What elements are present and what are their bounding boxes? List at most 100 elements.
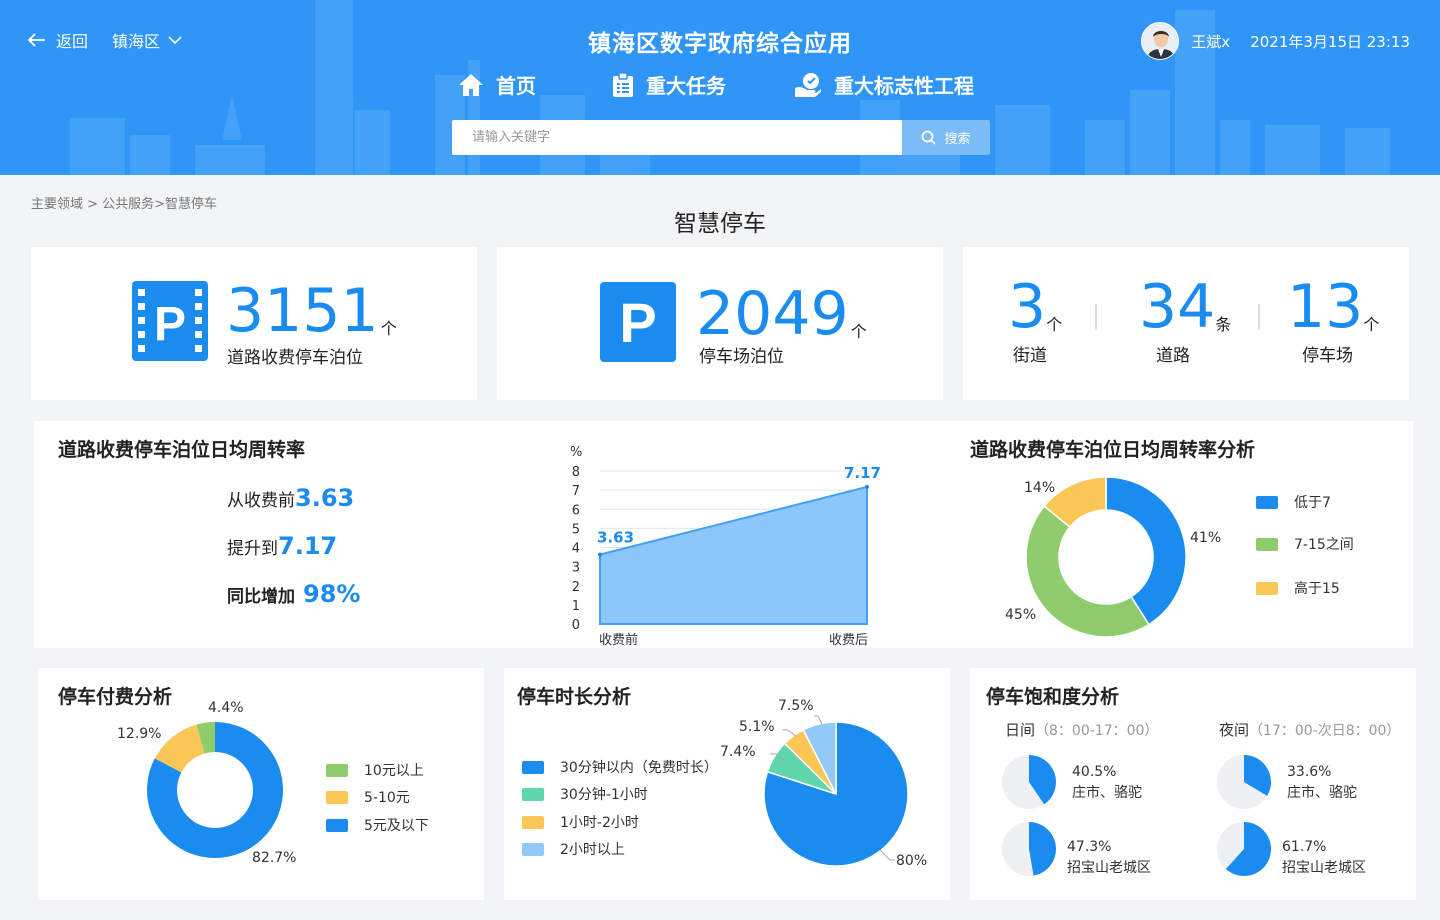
road-berths-value: 3151 <box>226 276 379 346</box>
leader-line <box>879 849 895 861</box>
nav-item-major-tasks[interactable]: 重大任务 <box>612 70 726 99</box>
pie-slice-under30min[interactable] <box>763 721 909 867</box>
district-label: 镇海区 <box>112 32 161 51</box>
legend-label: 30分钟-1小时 <box>560 787 648 803</box>
legend-swatch <box>1256 537 1278 551</box>
saturation-slice-empty[interactable] <box>1002 822 1034 876</box>
saturation-pie-day-1 <box>1002 755 1056 809</box>
x-label-after: 收费后 <box>829 633 868 648</box>
sat-place-day-1: 庄市、骆驼 <box>1072 785 1142 801</box>
divider <box>1095 304 1097 330</box>
donut-slice-low[interactable] <box>1105 476 1187 626</box>
saturation-panel: 停车饱和度分析 日间（8：00-17：00） 夜间（17：00-次日8：00） … <box>970 668 1416 900</box>
legend-label: 2小时以上 <box>560 842 625 858</box>
legend-swatch <box>326 763 348 777</box>
legend-item-5to10[interactable]: 5-10元 <box>326 787 410 807</box>
donut-slice-over10[interactable] <box>196 722 215 754</box>
day-label: 日间 <box>1005 721 1036 739</box>
legend-item-30min-1h[interactable]: 30分钟-1小时 <box>522 784 648 804</box>
pie-slice-over2h[interactable] <box>802 721 837 795</box>
duration-pie <box>763 715 909 867</box>
turnover-line-2-prefix: 提升到 <box>227 539 278 559</box>
legend-label: 低于7 <box>1294 495 1331 511</box>
y-tick-label: 6 <box>572 503 580 518</box>
handshake-icon <box>795 72 821 97</box>
turnover-panel: 道路收费停车泊位日均周转率 从收费前 3.63 提升到 7.17 同比增加 98… <box>34 421 1413 648</box>
legend-label: 1小时-2小时 <box>560 815 639 831</box>
legend-item-under5[interactable]: 5元及以下 <box>326 815 429 835</box>
legend-label: 10元以上 <box>364 763 424 779</box>
y-tick-label: 3 <box>572 561 580 576</box>
data-label-after: 7.17 <box>844 464 881 482</box>
chevron-down-icon <box>168 35 182 44</box>
legend-item-mid[interactable]: 7-15之间 <box>1256 534 1354 554</box>
y-tick-label: 8 <box>572 465 580 480</box>
sat-place-day-2: 招宝山老城区 <box>1067 860 1151 876</box>
y-tick-label: 1 <box>572 599 580 614</box>
nav-item-major-projects[interactable]: 重大标志性工程 <box>794 70 974 99</box>
sat-pct-night-1: 33.6% <box>1287 764 1332 780</box>
payment-panel: 停车付费分析 4.4% 12.9% 82.7% 10元以上 5-10元 5元及以… <box>38 668 484 900</box>
search-button-label: 搜索 <box>944 132 971 147</box>
legend-item-under30min[interactable]: 30分钟以内（免费时长） <box>522 757 718 777</box>
saturation-slice-filled[interactable] <box>1225 822 1271 876</box>
saturation-pie-night-1 <box>1217 755 1271 809</box>
sat-pct-day-1: 40.5% <box>1072 764 1117 780</box>
leader-line <box>814 715 823 725</box>
search-button[interactable]: 搜索 <box>902 120 990 155</box>
breadcrumb[interactable]: 主要领域 > 公共服务>智慧停车 <box>31 197 218 212</box>
lot-berths-label: 停车场泊位 <box>699 347 784 367</box>
legend-item-over2h[interactable]: 2小时以上 <box>522 839 625 859</box>
y-tick-label: 5 <box>572 522 580 537</box>
sat-place-night-1: 庄市、骆驼 <box>1287 785 1357 801</box>
district-selector[interactable]: 镇海区 <box>112 28 182 52</box>
legend-label: 高于15 <box>1294 581 1340 597</box>
data-point-before <box>598 552 602 557</box>
turnover-line-3-value: 98% <box>303 580 361 608</box>
back-label: 返回 <box>56 32 89 51</box>
donut-slice-5to10[interactable] <box>154 724 205 773</box>
streets-value: 3 <box>1008 272 1047 342</box>
user-name[interactable]: 王斌x <box>1191 32 1231 51</box>
legend-swatch <box>326 790 348 804</box>
donut-slice-high[interactable] <box>1043 476 1107 529</box>
legend-item-high[interactable]: 高于15 <box>1256 578 1340 598</box>
saturation-slice-filled[interactable] <box>1029 822 1056 876</box>
donut-slice-mid[interactable] <box>1025 504 1150 638</box>
y-tick-label: 2 <box>572 580 580 595</box>
night-range: （17：00-次日8：00） <box>1249 723 1401 739</box>
lots-unit: 个 <box>1363 315 1380 334</box>
x-label-before: 收费前 <box>599 632 638 648</box>
lots-label: 停车场 <box>1302 346 1353 366</box>
search-input[interactable] <box>452 120 902 155</box>
saturation-slice-filled[interactable] <box>1244 755 1271 796</box>
avatar[interactable] <box>1141 22 1180 60</box>
legend-item-low[interactable]: 低于7 <box>1256 492 1331 512</box>
turnover-line-3: 同比增加 98% <box>227 580 360 608</box>
datetime: 2021年3月15日 23:13 <box>1250 32 1410 51</box>
road-berths-label: 道路收费停车泊位 <box>227 348 363 368</box>
streets-label: 街道 <box>1013 346 1047 366</box>
user-avatar-icon <box>1142 23 1179 59</box>
nav-label-major-tasks: 重大任务 <box>646 74 726 98</box>
slice-label-high: 14% <box>1024 480 1056 496</box>
roads-unit: 条 <box>1215 315 1232 334</box>
streets-unit: 个 <box>1046 315 1063 334</box>
nav-item-home[interactable]: 首页 <box>458 70 536 99</box>
back-button[interactable]: 返回 <box>28 28 88 52</box>
legend-swatch <box>1256 581 1278 595</box>
saturation-slice-filled[interactable] <box>1029 755 1056 805</box>
day-header: 日间（8：00-17：00） <box>1005 719 1158 740</box>
stat-card-lot-berths: P 2049 个 停车场泊位 <box>497 247 943 400</box>
legend-item-1h-2h[interactable]: 1小时-2小时 <box>522 812 639 832</box>
nav-label-major-projects: 重大标志性工程 <box>834 74 974 98</box>
legend-item-over10[interactable]: 10元以上 <box>326 760 424 780</box>
donut-slice-under5[interactable] <box>147 722 283 858</box>
svg-text:P: P <box>154 298 186 351</box>
y-tick-label: 0 <box>572 618 580 633</box>
legend-swatch <box>1256 495 1278 509</box>
saturation-pie-day-2 <box>1002 822 1056 876</box>
slice-label-over2h: 7.5% <box>778 698 814 714</box>
stat-card-counts: 3 个 街道 34 条 道路 13 个 停车场 <box>963 247 1409 400</box>
duration-title: 停车时长分析 <box>517 686 632 708</box>
